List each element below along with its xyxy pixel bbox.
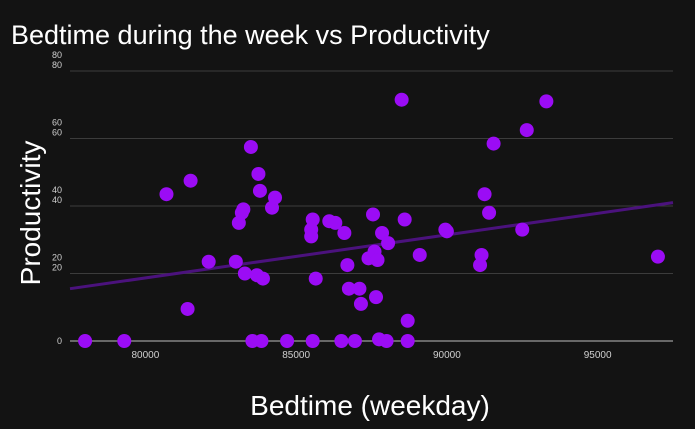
data-point xyxy=(375,226,390,240)
data-point xyxy=(183,173,198,188)
data-point xyxy=(439,224,454,239)
data-point xyxy=(650,249,665,264)
data-point xyxy=(519,123,534,138)
data-point xyxy=(305,334,320,348)
data-point xyxy=(474,247,489,262)
data-point xyxy=(352,281,367,296)
data-point xyxy=(180,301,195,316)
data-point xyxy=(78,334,93,348)
chart-title: Bedtime during the week vs Productivity xyxy=(11,20,490,50)
y-tick-label: 20 20 xyxy=(52,253,62,273)
data-point xyxy=(400,313,415,328)
y-tick-label: 0 xyxy=(57,336,62,346)
data-point xyxy=(366,207,381,222)
x-tick-label: 80000 xyxy=(131,350,159,361)
data-point xyxy=(159,187,174,202)
data-point xyxy=(252,183,267,198)
data-point xyxy=(370,253,385,267)
data-point xyxy=(337,226,352,240)
data-point xyxy=(280,334,295,348)
data-point xyxy=(369,290,384,305)
data-point xyxy=(243,139,258,154)
y-axis-label: Productivity xyxy=(15,141,46,286)
data-point xyxy=(347,334,362,348)
data-point xyxy=(379,334,394,348)
data-point xyxy=(486,136,501,151)
x-axis-label: Bedtime (weekday) xyxy=(250,390,490,421)
data-points xyxy=(78,92,665,348)
data-point xyxy=(237,266,252,281)
data-point xyxy=(254,334,269,348)
x-tick-label: 90000 xyxy=(433,350,461,361)
data-point xyxy=(201,254,216,269)
data-point xyxy=(334,334,349,348)
x-tick-label: 95000 xyxy=(584,350,612,361)
data-point xyxy=(340,258,355,273)
data-point xyxy=(228,254,243,269)
data-point xyxy=(353,296,368,311)
data-point xyxy=(236,202,251,217)
data-point xyxy=(394,92,409,107)
data-point xyxy=(400,334,415,348)
data-point xyxy=(482,205,497,220)
y-tick-label: 60 60 xyxy=(52,118,62,138)
data-point xyxy=(328,215,343,230)
data-point xyxy=(397,212,412,227)
data-point xyxy=(305,212,320,227)
data-point xyxy=(304,229,319,244)
data-point xyxy=(539,94,554,109)
data-point xyxy=(515,222,530,237)
data-point xyxy=(477,187,492,202)
data-point xyxy=(268,190,283,205)
y-axis-ticks: 0 20 20 40 40 60 60 80 80 xyxy=(52,50,62,346)
data-point xyxy=(251,166,266,181)
y-tick-label: 80 80 xyxy=(52,50,62,70)
data-point xyxy=(255,271,270,286)
y-tick-label: 40 40 xyxy=(52,185,62,205)
data-point xyxy=(381,236,396,251)
data-point xyxy=(117,334,132,348)
x-tick-label: 85000 xyxy=(282,350,310,361)
data-point xyxy=(341,281,356,296)
data-point xyxy=(412,247,427,262)
x-axis-ticks: 80000 85000 90000 95000 xyxy=(131,350,611,361)
data-point xyxy=(308,271,323,286)
